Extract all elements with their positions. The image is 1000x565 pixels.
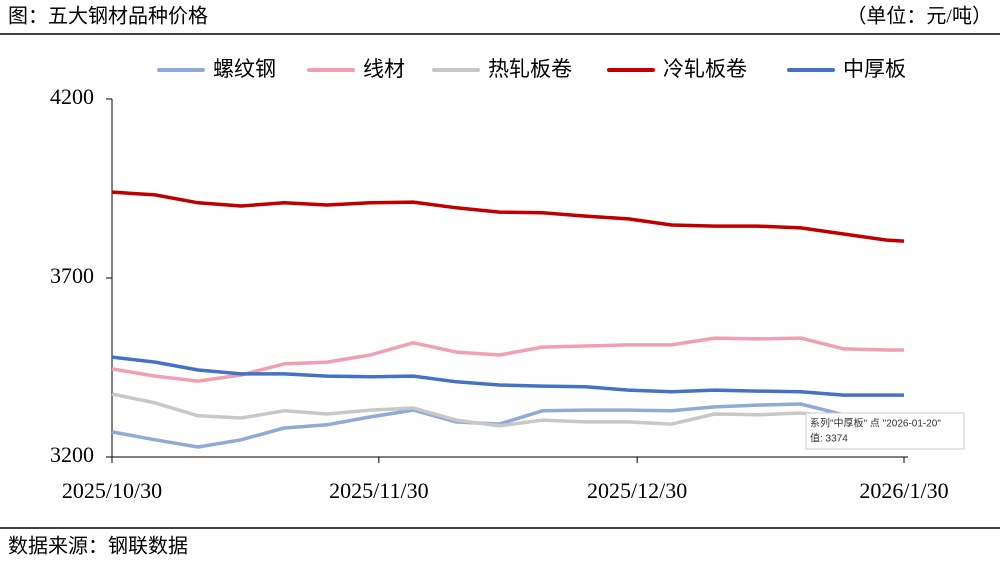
- legend-label: 线材: [363, 57, 405, 81]
- source: 数据来源：钢联数据: [8, 535, 188, 558]
- series-line: [111, 190, 905, 243]
- tooltip-text: 值: 3374: [810, 432, 848, 445]
- unit-label: （单位：元/吨）: [846, 5, 992, 28]
- y-tick-label: 4200: [50, 84, 94, 109]
- tooltip-text: 系列"中厚板" 点 "2026-01-20": [810, 417, 941, 430]
- x-tick-label: 2025/11/30: [329, 478, 428, 503]
- series-line: [111, 355, 904, 397]
- series-line: [111, 392, 904, 428]
- legend-label: 热轧板卷: [488, 57, 572, 81]
- y-tick-label: 3200: [50, 442, 94, 467]
- x-tick-label: 2025/10/30: [62, 478, 162, 503]
- x-tick-label: 2026/1/30: [859, 478, 948, 503]
- legend-label: 中厚板: [843, 57, 906, 81]
- tooltip-box: [805, 412, 965, 450]
- series-line: [111, 402, 904, 449]
- legend-label: 冷轧板卷: [663, 57, 747, 81]
- y-tick-label: 3700: [50, 263, 94, 288]
- x-tick-label: 2025/12/30: [587, 478, 687, 503]
- legend-label: 螺纹钢: [213, 57, 276, 81]
- chart-title: 图：五大钢材品种价格: [8, 5, 208, 28]
